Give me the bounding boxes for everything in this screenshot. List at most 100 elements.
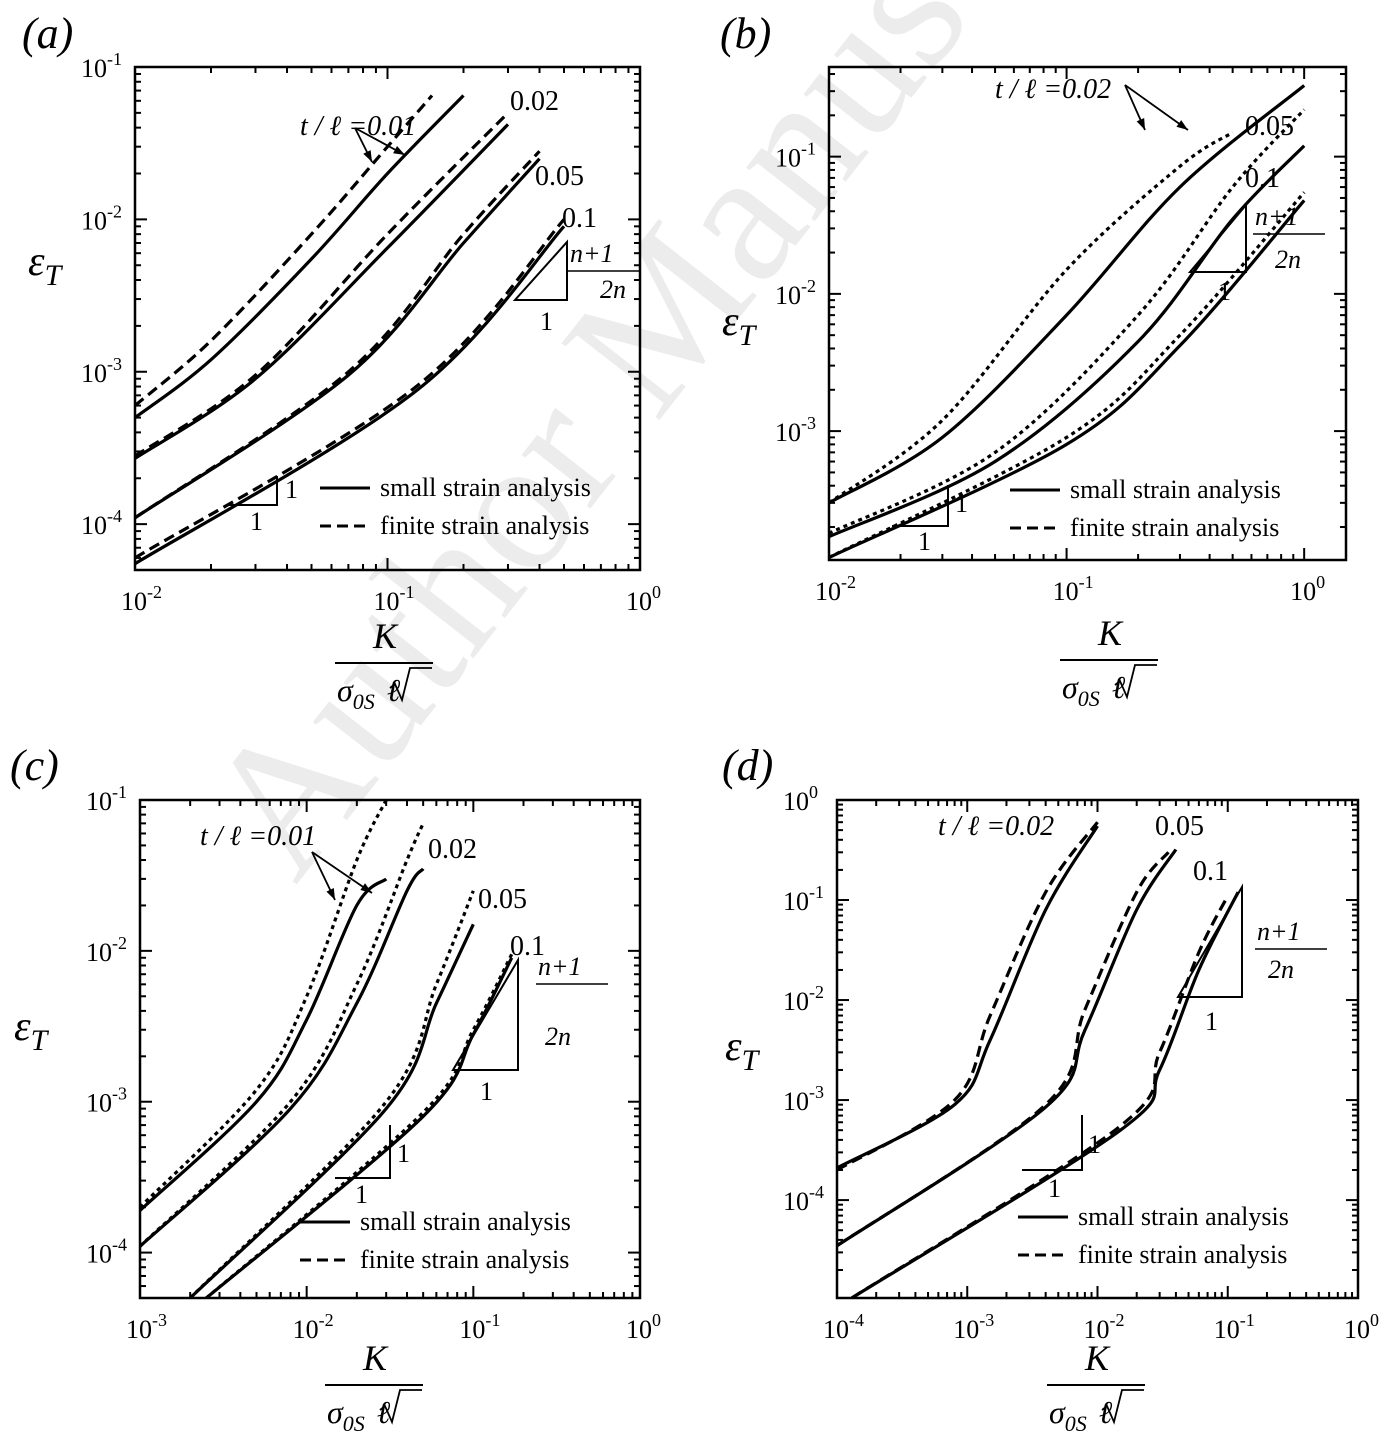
panel-label: (c): [10, 741, 59, 790]
tick-base: 10: [126, 1315, 152, 1344]
x-tick-label: 100: [626, 582, 661, 616]
unit-slope-rise-label: 1: [397, 1139, 410, 1168]
tick-base: 10: [783, 1187, 809, 1216]
x-tick-label: 100: [626, 1310, 661, 1344]
arrow-head: [360, 883, 372, 893]
series-line-solid-3: [140, 867, 425, 1248]
tick-exponent: -2: [841, 572, 856, 592]
curve-label: 0.05: [1245, 111, 1294, 142]
tick-exponent: -1: [809, 882, 824, 902]
arrow-head: [1136, 118, 1145, 130]
x-tick-label: 10-2: [1084, 1310, 1125, 1344]
slope-run-label: 1: [540, 307, 553, 336]
sigma: σ: [1062, 669, 1079, 705]
unit-slope-triangle: [892, 485, 949, 527]
tick-exponent: -2: [801, 276, 816, 296]
tick-base: 10: [86, 938, 112, 967]
y-tick-label: 10-1: [86, 782, 127, 816]
series-line-dotted-4: [829, 191, 1306, 559]
tick-base: 10: [1053, 577, 1079, 606]
curve-label: 0.05: [478, 884, 527, 915]
tick-base: 10: [86, 1240, 112, 1269]
y-axis-label: εT: [725, 1024, 761, 1077]
legend-label-finite: finite strain analysis: [1078, 1240, 1287, 1269]
tick-base: 10: [1084, 1315, 1110, 1344]
y-axis-label: εT: [28, 239, 64, 292]
tick-exponent: -1: [1079, 572, 1094, 592]
tick-exponent: -1: [485, 1310, 500, 1330]
panel-label: (d): [722, 741, 773, 790]
slope-numerator: n+1: [570, 239, 614, 268]
y-axis-label: εT: [14, 1004, 50, 1057]
legend-label-finite: finite strain analysis: [360, 1245, 569, 1274]
slope-denominator: 2n: [545, 1022, 571, 1051]
x-label-numerator: K: [372, 616, 399, 656]
tick-exponent: -1: [112, 782, 127, 802]
plot-frame: [138, 798, 642, 1300]
tick-base: 10: [626, 587, 652, 616]
tick-base: 10: [86, 1089, 112, 1118]
y-label-subscript: T: [742, 1044, 761, 1077]
series-line-solid-1: [837, 825, 1099, 1170]
tick-base: 10: [783, 1087, 809, 1116]
tick-exponent: -3: [107, 354, 122, 374]
series-line-dashed-6: [135, 218, 566, 560]
series-line-solid-5: [135, 157, 541, 520]
tick-exponent: -3: [801, 413, 816, 433]
ell: ℓ: [1099, 1394, 1113, 1430]
x-tick-label: 10-1: [1053, 572, 1094, 606]
curve-label: 0.02: [428, 834, 477, 865]
tick-exponent: -4: [809, 1182, 824, 1202]
tick-base: 10: [775, 144, 801, 173]
curve-label: t / ℓ =0.01: [300, 111, 416, 142]
tick-base: 10: [1290, 577, 1316, 606]
series-line-solid-3: [829, 144, 1306, 539]
curve-label: 0.1: [1245, 163, 1280, 194]
slope-numerator: n+1: [538, 952, 582, 981]
arrow-head: [326, 888, 335, 900]
y-label-symbol: ε: [14, 1004, 31, 1050]
y-tick-label: 10-1: [783, 882, 824, 916]
legend-label-small: small strain analysis: [1078, 1202, 1289, 1231]
tick-base: 10: [121, 587, 147, 616]
panel-label: (a): [22, 9, 73, 58]
slope-denominator: 2n: [600, 275, 626, 304]
tick-exponent: -1: [400, 582, 415, 602]
series-line-solid-1: [140, 877, 388, 1212]
unit-slope-rise-label: 1: [285, 475, 298, 504]
series-line-dotted-4: [189, 890, 475, 1298]
annotation-arrow: [311, 851, 373, 894]
tick-exponent: -1: [1240, 1310, 1255, 1330]
ell: ℓ: [377, 1394, 391, 1430]
tick-base: 10: [1214, 1315, 1240, 1344]
series-line-dashed-2: [135, 111, 510, 458]
x-tick-label: 100: [1344, 1310, 1379, 1344]
x-label-numerator: K: [362, 1338, 389, 1378]
series-line-dotted-2: [140, 822, 425, 1248]
series-line-dashed-0: [135, 94, 434, 407]
tick-exponent: -1: [107, 49, 122, 69]
unit-slope-triangle: [335, 1125, 391, 1179]
series-line-solid-3: [837, 848, 1178, 1248]
slope-numerator: n+1: [1255, 202, 1299, 231]
x-tick-label: 10-2: [121, 582, 162, 616]
curve-label: 0.1: [510, 931, 545, 962]
curve-label: 0.1: [1193, 856, 1228, 887]
y-tick-label: 10-3: [86, 1084, 127, 1118]
y-tick-label: 10-1: [775, 139, 816, 173]
series-line-solid-7: [205, 957, 514, 1298]
sigma: σ: [337, 672, 354, 708]
tick-exponent: 0: [652, 582, 661, 602]
x-tick-label: 10-1: [1214, 1310, 1255, 1344]
tick-base: 10: [81, 511, 107, 540]
y-label-subscript: T: [739, 319, 758, 352]
sqrt-sign: [379, 1389, 422, 1425]
y-label-symbol: ε: [722, 299, 739, 345]
tick-exponent: -3: [112, 1084, 127, 1104]
sqrt-sign: [1101, 1389, 1144, 1425]
legend-label-finite: finite strain analysis: [380, 511, 589, 540]
unit-slope-run-label: 1: [1048, 1174, 1061, 1203]
unit-slope-rise-label: 1: [955, 489, 968, 518]
y-tick-label: 10-3: [775, 413, 816, 447]
arrow-head: [393, 146, 405, 155]
